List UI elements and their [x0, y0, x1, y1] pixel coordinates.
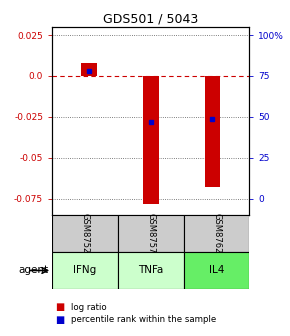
Bar: [118, 252, 184, 289]
Text: GSM8757: GSM8757: [146, 213, 155, 254]
Text: TNFa: TNFa: [138, 265, 164, 276]
Text: ■: ■: [55, 315, 64, 325]
Bar: [52, 252, 118, 289]
Bar: [184, 215, 249, 252]
Text: GSM8762: GSM8762: [212, 213, 221, 254]
Text: percentile rank within the sample: percentile rank within the sample: [71, 316, 216, 324]
Bar: [143, 76, 159, 204]
Text: GSM8752: GSM8752: [81, 213, 90, 254]
Bar: [118, 215, 184, 252]
Text: ■: ■: [55, 302, 64, 312]
Text: agent: agent: [19, 265, 49, 276]
Text: log ratio: log ratio: [71, 303, 107, 312]
Bar: [184, 252, 249, 289]
Bar: [205, 76, 220, 187]
Bar: [52, 215, 118, 252]
Text: IFNg: IFNg: [73, 265, 97, 276]
Text: IL4: IL4: [209, 265, 224, 276]
Bar: [81, 63, 97, 76]
Title: GDS501 / 5043: GDS501 / 5043: [103, 13, 198, 26]
